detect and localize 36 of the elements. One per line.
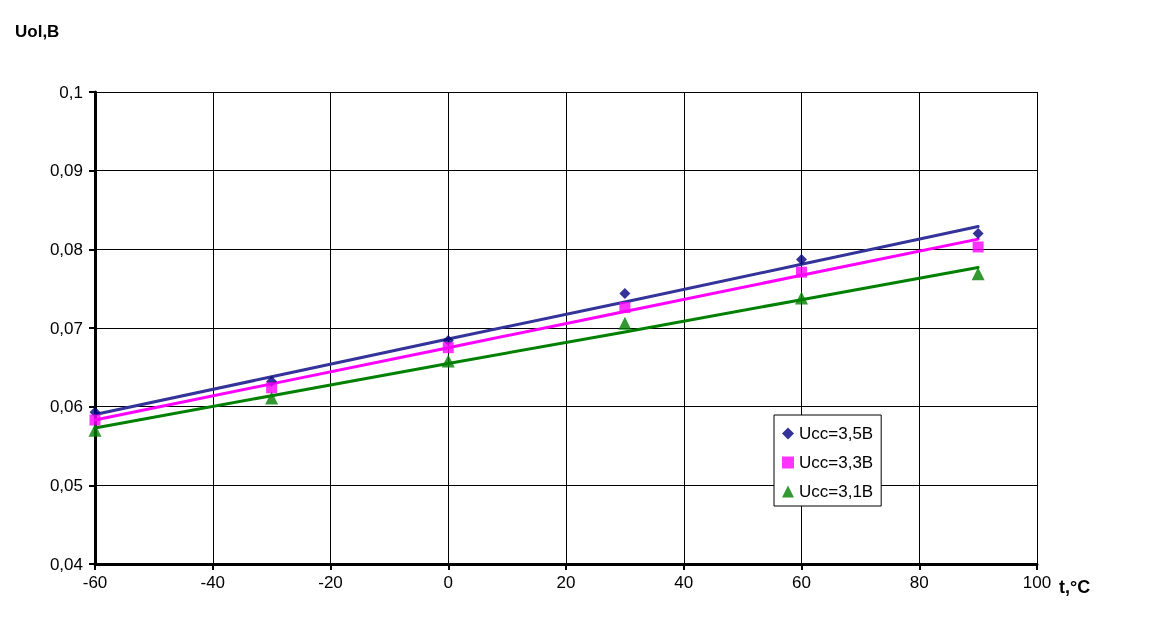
y-tick-label: 0,04 <box>49 554 83 574</box>
point <box>618 316 632 330</box>
y-axis-title: Uol,B <box>15 22 60 41</box>
x-tick-label: 100 <box>1022 573 1052 592</box>
y-tick-label: 0,09 <box>49 161 83 181</box>
x-tick-label: -20 <box>318 573 343 592</box>
x-axis-title: t,°C <box>1059 577 1091 597</box>
point <box>266 382 278 394</box>
x-tick-label: 0 <box>443 573 453 592</box>
point <box>971 267 985 281</box>
point <box>89 414 101 426</box>
legend-label: Ucc=3,3B <box>799 453 874 472</box>
y-tick-label: 0,05 <box>49 475 83 495</box>
y-tick-label: 0,06 <box>49 397 83 417</box>
x-tick-label: 20 <box>556 573 576 592</box>
point <box>796 266 807 278</box>
x-tick-label: -60 <box>82 573 108 592</box>
point <box>88 423 102 437</box>
x-tick-label: 60 <box>792 573 811 592</box>
point <box>972 241 984 253</box>
x-tick-label: 40 <box>674 573 694 592</box>
point <box>796 254 807 266</box>
y-tick-label: 0,07 <box>49 318 83 338</box>
legend-label: Ucc=3,1B <box>799 482 874 501</box>
point <box>619 302 631 314</box>
y-tick-label: 0,1 <box>59 82 83 102</box>
x-tick-label: 80 <box>909 573 929 592</box>
point <box>442 342 454 354</box>
x-tick-label: -40 <box>200 573 226 592</box>
point <box>972 228 984 240</box>
legend-label: Ucc=3,5B <box>799 424 874 443</box>
y-tick-label: 0,08 <box>49 239 83 259</box>
point <box>265 391 279 405</box>
point <box>619 287 631 299</box>
point <box>441 354 455 368</box>
point <box>795 291 808 305</box>
